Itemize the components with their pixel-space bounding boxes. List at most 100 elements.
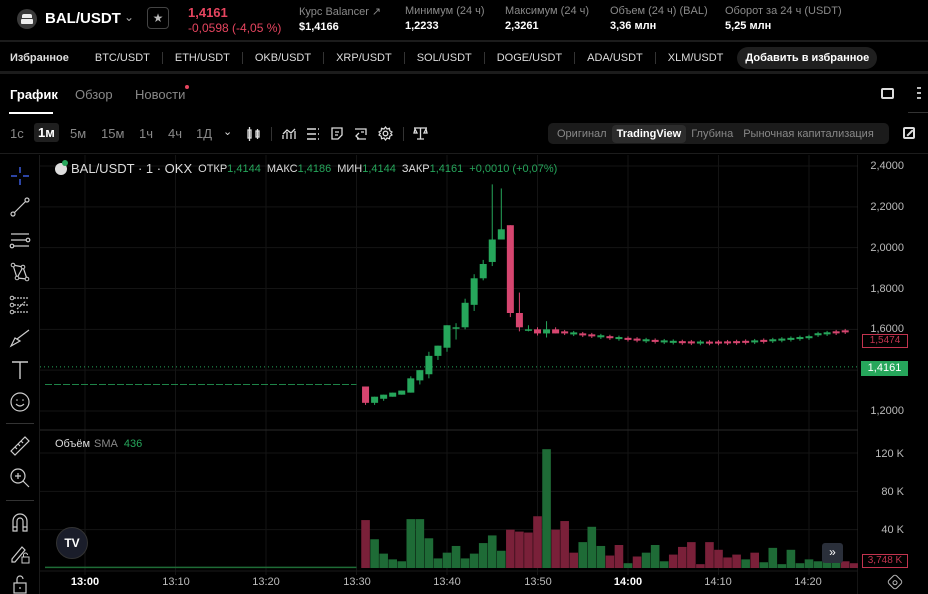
interval-5m[interactable]: 5м bbox=[70, 126, 87, 141]
divider bbox=[6, 500, 34, 501]
legend-low: 1,4144 bbox=[362, 162, 396, 175]
drawing-toolbar bbox=[0, 155, 40, 594]
replay-icon[interactable] bbox=[354, 127, 368, 141]
favorite-item[interactable]: BTC/USDT bbox=[83, 51, 163, 64]
chart-container bbox=[0, 153, 928, 594]
time-axis-label: 13:00 bbox=[70, 576, 100, 588]
tradingview-logo[interactable]: TV bbox=[56, 527, 88, 559]
stat-low-24h: Минимум (24 ч) 1,2233 bbox=[405, 5, 485, 32]
crosshair-icon[interactable] bbox=[9, 165, 31, 187]
divider bbox=[403, 127, 404, 141]
brush-icon[interactable] bbox=[9, 327, 31, 349]
stat-volume-24h: Объем (24 ч) (BAL) 3,36 млн bbox=[610, 5, 708, 32]
volume-axis-label: 120 K bbox=[875, 448, 904, 460]
time-axis-label: 14:20 bbox=[794, 576, 822, 588]
stat-coin-rate[interactable]: Курс Balancer ↗ $1,4166 bbox=[299, 6, 382, 33]
list-icon[interactable] bbox=[306, 127, 320, 141]
window-layout-icon[interactable] bbox=[881, 88, 894, 99]
unlock-icon[interactable] bbox=[9, 573, 31, 594]
chart-view-switcher: Оригинал TradingView Глубина Рыночная ка… bbox=[548, 123, 889, 144]
favorites-bar: Избранное BTC/USDT ETH/USDT OKB/USDT XRP… bbox=[0, 44, 928, 74]
favorite-item[interactable]: ADA/USDT bbox=[575, 51, 656, 64]
tab-overview[interactable]: Обзор bbox=[75, 87, 113, 102]
horizontal-lines-icon[interactable] bbox=[9, 229, 31, 251]
interval-15m[interactable]: 15м bbox=[101, 126, 125, 141]
pair-selector[interactable]: BAL/USDT bbox=[45, 10, 121, 27]
time-axis-label: 13:30 bbox=[343, 576, 371, 588]
volume-legend[interactable]: Объём SMA 436 bbox=[55, 438, 143, 450]
settings-icon[interactable] bbox=[378, 126, 393, 141]
favorite-item[interactable]: SOL/USDT bbox=[405, 51, 485, 64]
trend-line-icon[interactable] bbox=[9, 196, 31, 218]
add-to-favorites-button[interactable]: Добавить в избранное bbox=[737, 46, 878, 69]
favorite-item[interactable]: OKB/USDT bbox=[243, 51, 325, 64]
zoom-in-icon[interactable] bbox=[9, 467, 31, 489]
last-price-tag: 1,4161 bbox=[861, 361, 908, 376]
time-axis-label: 14:10 bbox=[704, 576, 732, 588]
more-vertical-icon[interactable] bbox=[917, 87, 921, 101]
price-axis-label: 2,0000 bbox=[870, 242, 904, 254]
legend-symbol[interactable]: BAL/USDT · 1 · OKX bbox=[71, 161, 193, 176]
indicators-icon[interactable] bbox=[282, 127, 296, 141]
price-axis-label: 2,4000 bbox=[870, 160, 904, 172]
pattern-icon[interactable] bbox=[9, 261, 31, 283]
price-axis-label: 1,2000 bbox=[870, 405, 904, 417]
view-tradingview[interactable]: TradingView bbox=[611, 124, 687, 143]
stat-high-24h: Максимум (24 ч) 2,3261 bbox=[505, 5, 590, 32]
view-market-cap[interactable]: Рыночная капитализация bbox=[743, 127, 874, 140]
favorite-item[interactable]: XLM/USDT bbox=[667, 51, 724, 64]
favorites-title: Избранное bbox=[10, 51, 69, 64]
active-tab-indicator bbox=[9, 112, 53, 114]
divider bbox=[908, 112, 928, 113]
time-axis-label: 13:50 bbox=[524, 576, 552, 588]
ticker-header: BAL/USDT ⌄ ★ 1,4161 -0,0598 (-4,05 %) Ку… bbox=[0, 0, 928, 42]
prev-price-tag: 1,5474 bbox=[862, 334, 908, 348]
tab-chart[interactable]: График bbox=[10, 87, 58, 102]
price-axis-label: 1,6000 bbox=[870, 323, 904, 335]
fullscreen-icon[interactable] bbox=[903, 127, 915, 139]
scroll-to-realtime-button[interactable]: » bbox=[822, 543, 843, 563]
balancer-logo-icon bbox=[17, 9, 37, 29]
favorite-item[interactable]: XRP/USDT bbox=[324, 51, 405, 64]
interval-1h[interactable]: 1ч bbox=[139, 126, 154, 141]
chart-legend: BAL/USDT · 1 · OKX ОТКР 1,4144 МАКС 1,4186… bbox=[55, 159, 558, 176]
view-original[interactable]: Оригинал bbox=[557, 127, 607, 140]
time-axis-label: 13:10 bbox=[162, 576, 190, 588]
view-depth[interactable]: Глубина bbox=[691, 127, 734, 140]
text-tool-icon[interactable] bbox=[9, 359, 31, 381]
legend-change: +0,0010 (+0,07%) bbox=[469, 162, 558, 175]
time-axis-label: 14:00 bbox=[613, 576, 643, 588]
fib-tool-icon[interactable] bbox=[9, 294, 31, 316]
interval-1d[interactable]: 1Д bbox=[196, 126, 213, 141]
favorite-item[interactable]: DOGE/USDT bbox=[485, 51, 576, 64]
star-favorite-button[interactable]: ★ bbox=[147, 7, 169, 29]
magnet-icon[interactable] bbox=[9, 511, 31, 533]
divider bbox=[271, 127, 272, 141]
legend-close: 1,4161 bbox=[429, 162, 464, 175]
price-axis-label: 1,8000 bbox=[870, 283, 904, 295]
candles-icon[interactable] bbox=[247, 127, 261, 141]
interval-dropdown-icon[interactable]: ⌄ bbox=[223, 126, 233, 138]
interval-1s[interactable]: 1с bbox=[10, 126, 24, 141]
legend-high: 1,4186 bbox=[297, 162, 332, 175]
interval-4h[interactable]: 4ч bbox=[168, 126, 183, 141]
favorite-item[interactable]: ETH/USDT bbox=[163, 51, 243, 64]
news-badge-dot bbox=[185, 85, 189, 89]
tab-bar: График Обзор Новости bbox=[0, 78, 928, 114]
chevron-down-icon[interactable]: ⌄ bbox=[124, 10, 135, 24]
time-axis-label: 13:20 bbox=[252, 576, 280, 588]
tab-news[interactable]: Новости bbox=[135, 87, 186, 102]
price-axis-label: 2,2000 bbox=[870, 201, 904, 213]
interval-1m[interactable]: 1м bbox=[34, 123, 59, 142]
last-volume-tag: 3,748 K bbox=[862, 554, 908, 568]
ruler-icon[interactable] bbox=[9, 435, 31, 457]
volume-axis-label: 80 K bbox=[881, 486, 904, 498]
template-icon[interactable] bbox=[330, 127, 344, 141]
symbol-logo-icon bbox=[55, 159, 68, 175]
lock-drawing-icon[interactable] bbox=[9, 543, 31, 565]
legend-open: 1,4144 bbox=[227, 162, 261, 175]
price-chart[interactable] bbox=[40, 155, 858, 594]
emoji-icon[interactable] bbox=[9, 391, 31, 413]
price-change: -0,0598 (-4,05 %) bbox=[188, 21, 282, 35]
compare-scale-icon[interactable] bbox=[413, 126, 428, 141]
